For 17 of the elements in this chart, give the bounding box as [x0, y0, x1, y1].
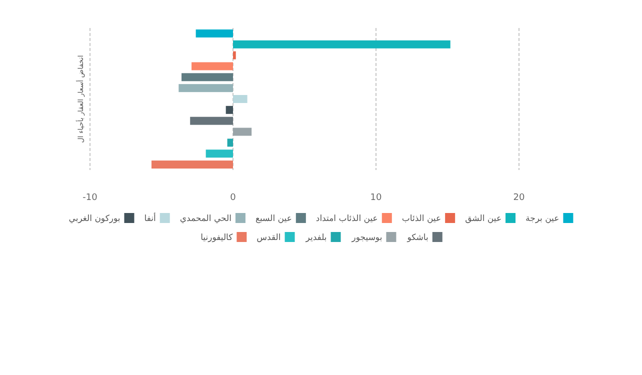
legend-label: كاليفورنيا [200, 233, 234, 243]
legend-label: أنفا [144, 212, 156, 224]
legend-label: بوسيجور [350, 233, 382, 243]
legend-label: بوركون الغربي [68, 214, 120, 224]
legend-label: باشكو [406, 233, 428, 243]
legend-label: القدس [256, 233, 281, 243]
legend-label: عين برجة [526, 214, 560, 224]
x-tick-label: 0 [230, 193, 236, 203]
legend-label: عين الذئاب امتداد [316, 214, 378, 224]
legend-label: بلفدير [304, 233, 327, 243]
legend-label: عين الذئاب [402, 214, 442, 224]
legend-label: عين الشق [465, 214, 502, 224]
legend-label: الحي المحمدي [180, 214, 232, 224]
x-tick-label: -10 [82, 193, 98, 203]
legend-label: عين السبع [255, 214, 292, 224]
x-tick-label: 10 [370, 193, 382, 203]
x-tick-label: 20 [513, 193, 525, 203]
